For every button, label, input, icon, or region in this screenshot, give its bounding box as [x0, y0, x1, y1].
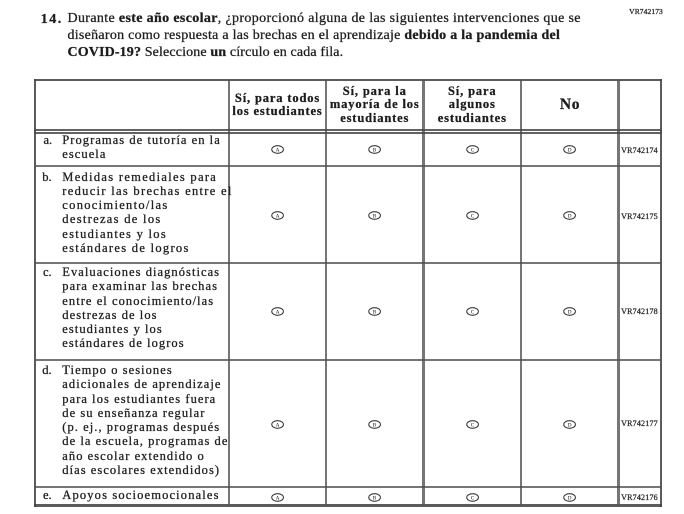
svg-text:B: B — [373, 147, 377, 153]
svg-text:B: B — [373, 496, 377, 502]
svg-text:C: C — [470, 147, 474, 153]
svg-text:D: D — [568, 309, 572, 315]
svg-text:C: C — [470, 496, 474, 502]
svg-text:A: A — [276, 496, 280, 502]
svg-text:D: D — [568, 147, 572, 153]
svg-text:A: A — [276, 213, 280, 219]
svg-text:B: B — [373, 422, 377, 428]
svg-text:A: A — [276, 147, 280, 153]
svg-text:B: B — [373, 213, 377, 219]
svg-text:D: D — [568, 496, 572, 502]
svg-text:D: D — [568, 213, 572, 219]
svg-text:C: C — [470, 309, 474, 315]
svg-text:A: A — [276, 422, 280, 428]
svg-text:D: D — [568, 422, 572, 428]
svg-text:C: C — [470, 422, 474, 428]
svg-text:B: B — [373, 309, 377, 315]
svg-text:C: C — [470, 213, 474, 219]
svg-text:A: A — [276, 309, 280, 315]
